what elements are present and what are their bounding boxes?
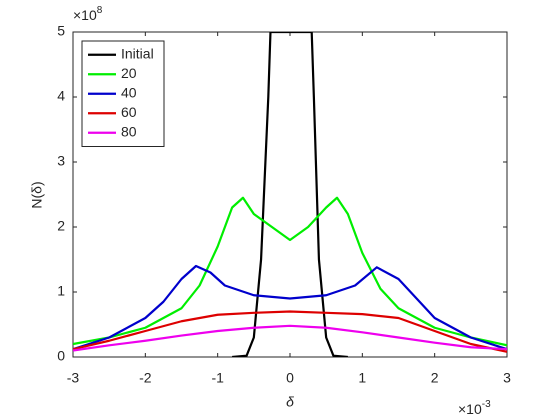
y-axis-label: N(δ): [29, 181, 45, 208]
y-multiplier: ×108: [73, 5, 103, 23]
legend-label: 60: [121, 104, 137, 120]
x-tick-label: 3: [503, 370, 511, 386]
legend-label: 40: [121, 84, 137, 100]
legend-label: 80: [121, 123, 137, 139]
x-tick-label: 2: [431, 370, 439, 386]
series-line: [73, 196, 507, 347]
series-line: [73, 310, 507, 353]
y-tick-label: 4: [57, 88, 65, 104]
x-tick-label: 0: [286, 370, 294, 386]
x-tick-label: 1: [358, 370, 366, 386]
x-tick-label: -3: [67, 370, 80, 386]
y-multiplier-base: ×10: [73, 7, 97, 23]
legend-label: 20: [121, 65, 137, 81]
y-multiplier-exponent: 8: [97, 5, 103, 16]
x-multiplier-base: ×10: [458, 401, 482, 417]
series-line: [73, 324, 507, 352]
x-multiplier-exponent: -3: [482, 399, 491, 410]
y-tick-label: 0: [57, 348, 65, 364]
y-tick-label: 2: [57, 218, 65, 234]
x-tick-label: -2: [139, 370, 152, 386]
y-tick-label: 1: [57, 283, 65, 299]
series-line: [232, 32, 348, 357]
x-axis-label: δ: [286, 394, 294, 410]
legend-label: Initial: [121, 45, 154, 61]
x-tick-label: -1: [211, 370, 224, 386]
y-tick-label: 5: [57, 23, 65, 39]
series-line: [73, 264, 507, 351]
y-tick-label: 3: [57, 153, 65, 169]
x-multiplier: ×10-3: [458, 399, 491, 417]
series-layer: [73, 32, 507, 357]
